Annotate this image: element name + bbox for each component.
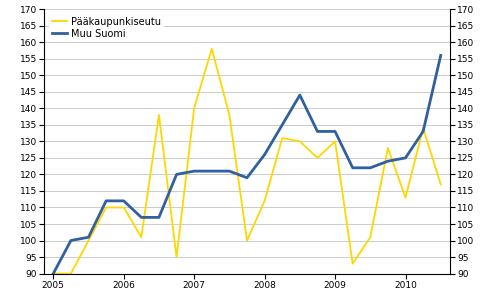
Pääkaupunkiseutu [297, 140, 303, 143]
Muu Suomi [138, 216, 144, 219]
Pääkaupunkiseutu [279, 136, 285, 140]
Muu Suomi [279, 123, 285, 127]
Pääkaupunkiseutu [50, 272, 56, 275]
Muu Suomi [350, 166, 356, 170]
Pääkaupunkiseutu [244, 239, 250, 242]
Legend: Pääkaupunkiseutu, Muu Suomi: Pääkaupunkiseutu, Muu Suomi [49, 14, 164, 42]
Muu Suomi [50, 272, 56, 275]
Pääkaupunkiseutu [403, 196, 409, 199]
Pääkaupunkiseutu [226, 113, 232, 117]
Line: Pääkaupunkiseutu: Pääkaupunkiseutu [53, 49, 441, 274]
Muu Suomi [103, 199, 109, 203]
Pääkaupunkiseutu [68, 272, 74, 275]
Muu Suomi [420, 130, 426, 133]
Pääkaupunkiseutu [420, 126, 426, 130]
Pääkaupunkiseutu [315, 156, 321, 160]
Muu Suomi [244, 176, 250, 180]
Pääkaupunkiseutu [368, 235, 373, 239]
Muu Suomi [85, 235, 91, 239]
Muu Suomi [121, 199, 126, 203]
Pääkaupunkiseutu [173, 255, 179, 259]
Pääkaupunkiseutu [103, 206, 109, 209]
Muu Suomi [156, 216, 162, 219]
Pääkaupunkiseutu [138, 235, 144, 239]
Pääkaupunkiseutu [121, 206, 126, 209]
Muu Suomi [385, 159, 391, 163]
Muu Suomi [438, 54, 444, 57]
Muu Suomi [173, 173, 179, 176]
Pääkaupunkiseutu [350, 262, 356, 265]
Line: Muu Suomi: Muu Suomi [53, 55, 441, 274]
Pääkaupunkiseutu [332, 140, 338, 143]
Pääkaupunkiseutu [156, 113, 162, 117]
Pääkaupunkiseutu [385, 146, 391, 150]
Pääkaupunkiseutu [262, 199, 268, 203]
Muu Suomi [226, 169, 232, 173]
Muu Suomi [191, 169, 197, 173]
Muu Suomi [297, 93, 303, 97]
Pääkaupunkiseutu [438, 182, 444, 186]
Muu Suomi [262, 153, 268, 157]
Muu Suomi [315, 130, 321, 133]
Muu Suomi [403, 156, 409, 160]
Muu Suomi [368, 166, 373, 170]
Pääkaupunkiseutu [209, 47, 215, 50]
Muu Suomi [209, 169, 215, 173]
Muu Suomi [68, 239, 74, 242]
Muu Suomi [332, 130, 338, 133]
Pääkaupunkiseutu [191, 106, 197, 110]
Pääkaupunkiseutu [85, 239, 91, 242]
